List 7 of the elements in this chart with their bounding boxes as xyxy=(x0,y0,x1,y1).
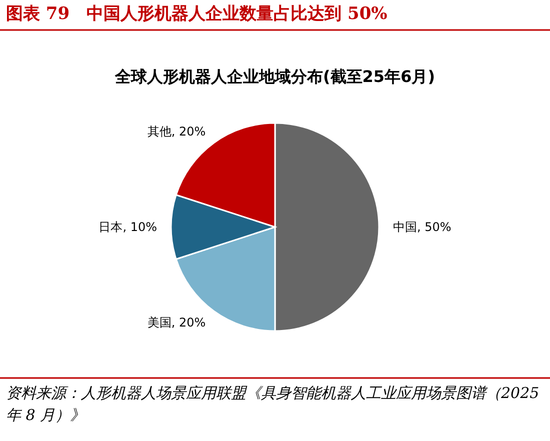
slice-label: 中国, 50% xyxy=(393,220,452,234)
text: 资料来源：人形机器人场景应用联盟《具身智能机器人工业应用场景图谱（2025 年 8 月）》 xyxy=(6,384,544,424)
slice-label: 其他, 20% xyxy=(147,124,206,139)
slice-label: 美国, 20% xyxy=(147,315,206,330)
slice-label: 日本, 10% xyxy=(98,220,157,234)
chart-subtitle: 全球人形机器人企业地域分布(截至25年6月) xyxy=(114,67,436,86)
chart-title: 图表 79 中国人形机器人企业数量占比达到 50% xyxy=(6,4,388,24)
